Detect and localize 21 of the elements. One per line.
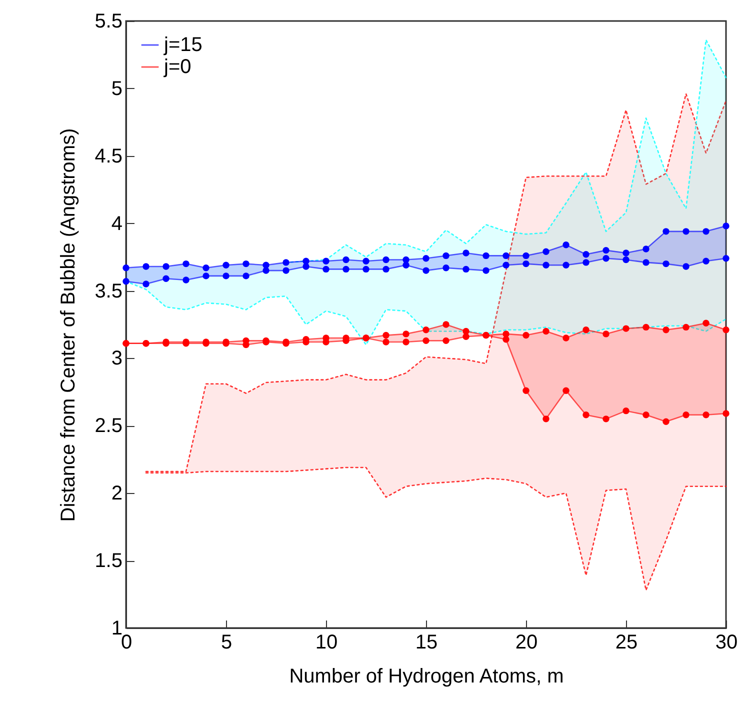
y-tick-label: 2 bbox=[111, 482, 122, 505]
x-tick-label: 30 bbox=[715, 632, 738, 654]
x-tick-label: 10 bbox=[315, 632, 338, 654]
y-tick-label: 3 bbox=[111, 348, 122, 370]
x-tick-label: 25 bbox=[615, 632, 638, 654]
y-tick-label: 5.5 bbox=[94, 10, 122, 32]
legend-label: j=15 bbox=[163, 34, 202, 56]
y-axis-title: Distance from Center of Bubble (Angstroms) bbox=[58, 128, 80, 522]
x-axis-title: Number of Hydrogen Atoms, m bbox=[289, 666, 564, 688]
y-tick-label: 4.5 bbox=[94, 145, 122, 168]
x-tick-label: 15 bbox=[415, 632, 438, 654]
legend-label: j=0 bbox=[163, 56, 192, 78]
y-tick-label: 5 bbox=[111, 78, 122, 100]
y-tick-label: 4 bbox=[111, 212, 122, 235]
y-tick-label: 2.5 bbox=[94, 415, 122, 438]
x-tick-label: 5 bbox=[220, 632, 232, 654]
x-tick-label: 0 bbox=[120, 632, 132, 654]
x-tick-label: 20 bbox=[515, 632, 538, 654]
y-tick-label: 1 bbox=[111, 618, 122, 640]
y-tick-label: 3.5 bbox=[94, 280, 122, 302]
y-tick-label: 1.5 bbox=[94, 550, 122, 572]
